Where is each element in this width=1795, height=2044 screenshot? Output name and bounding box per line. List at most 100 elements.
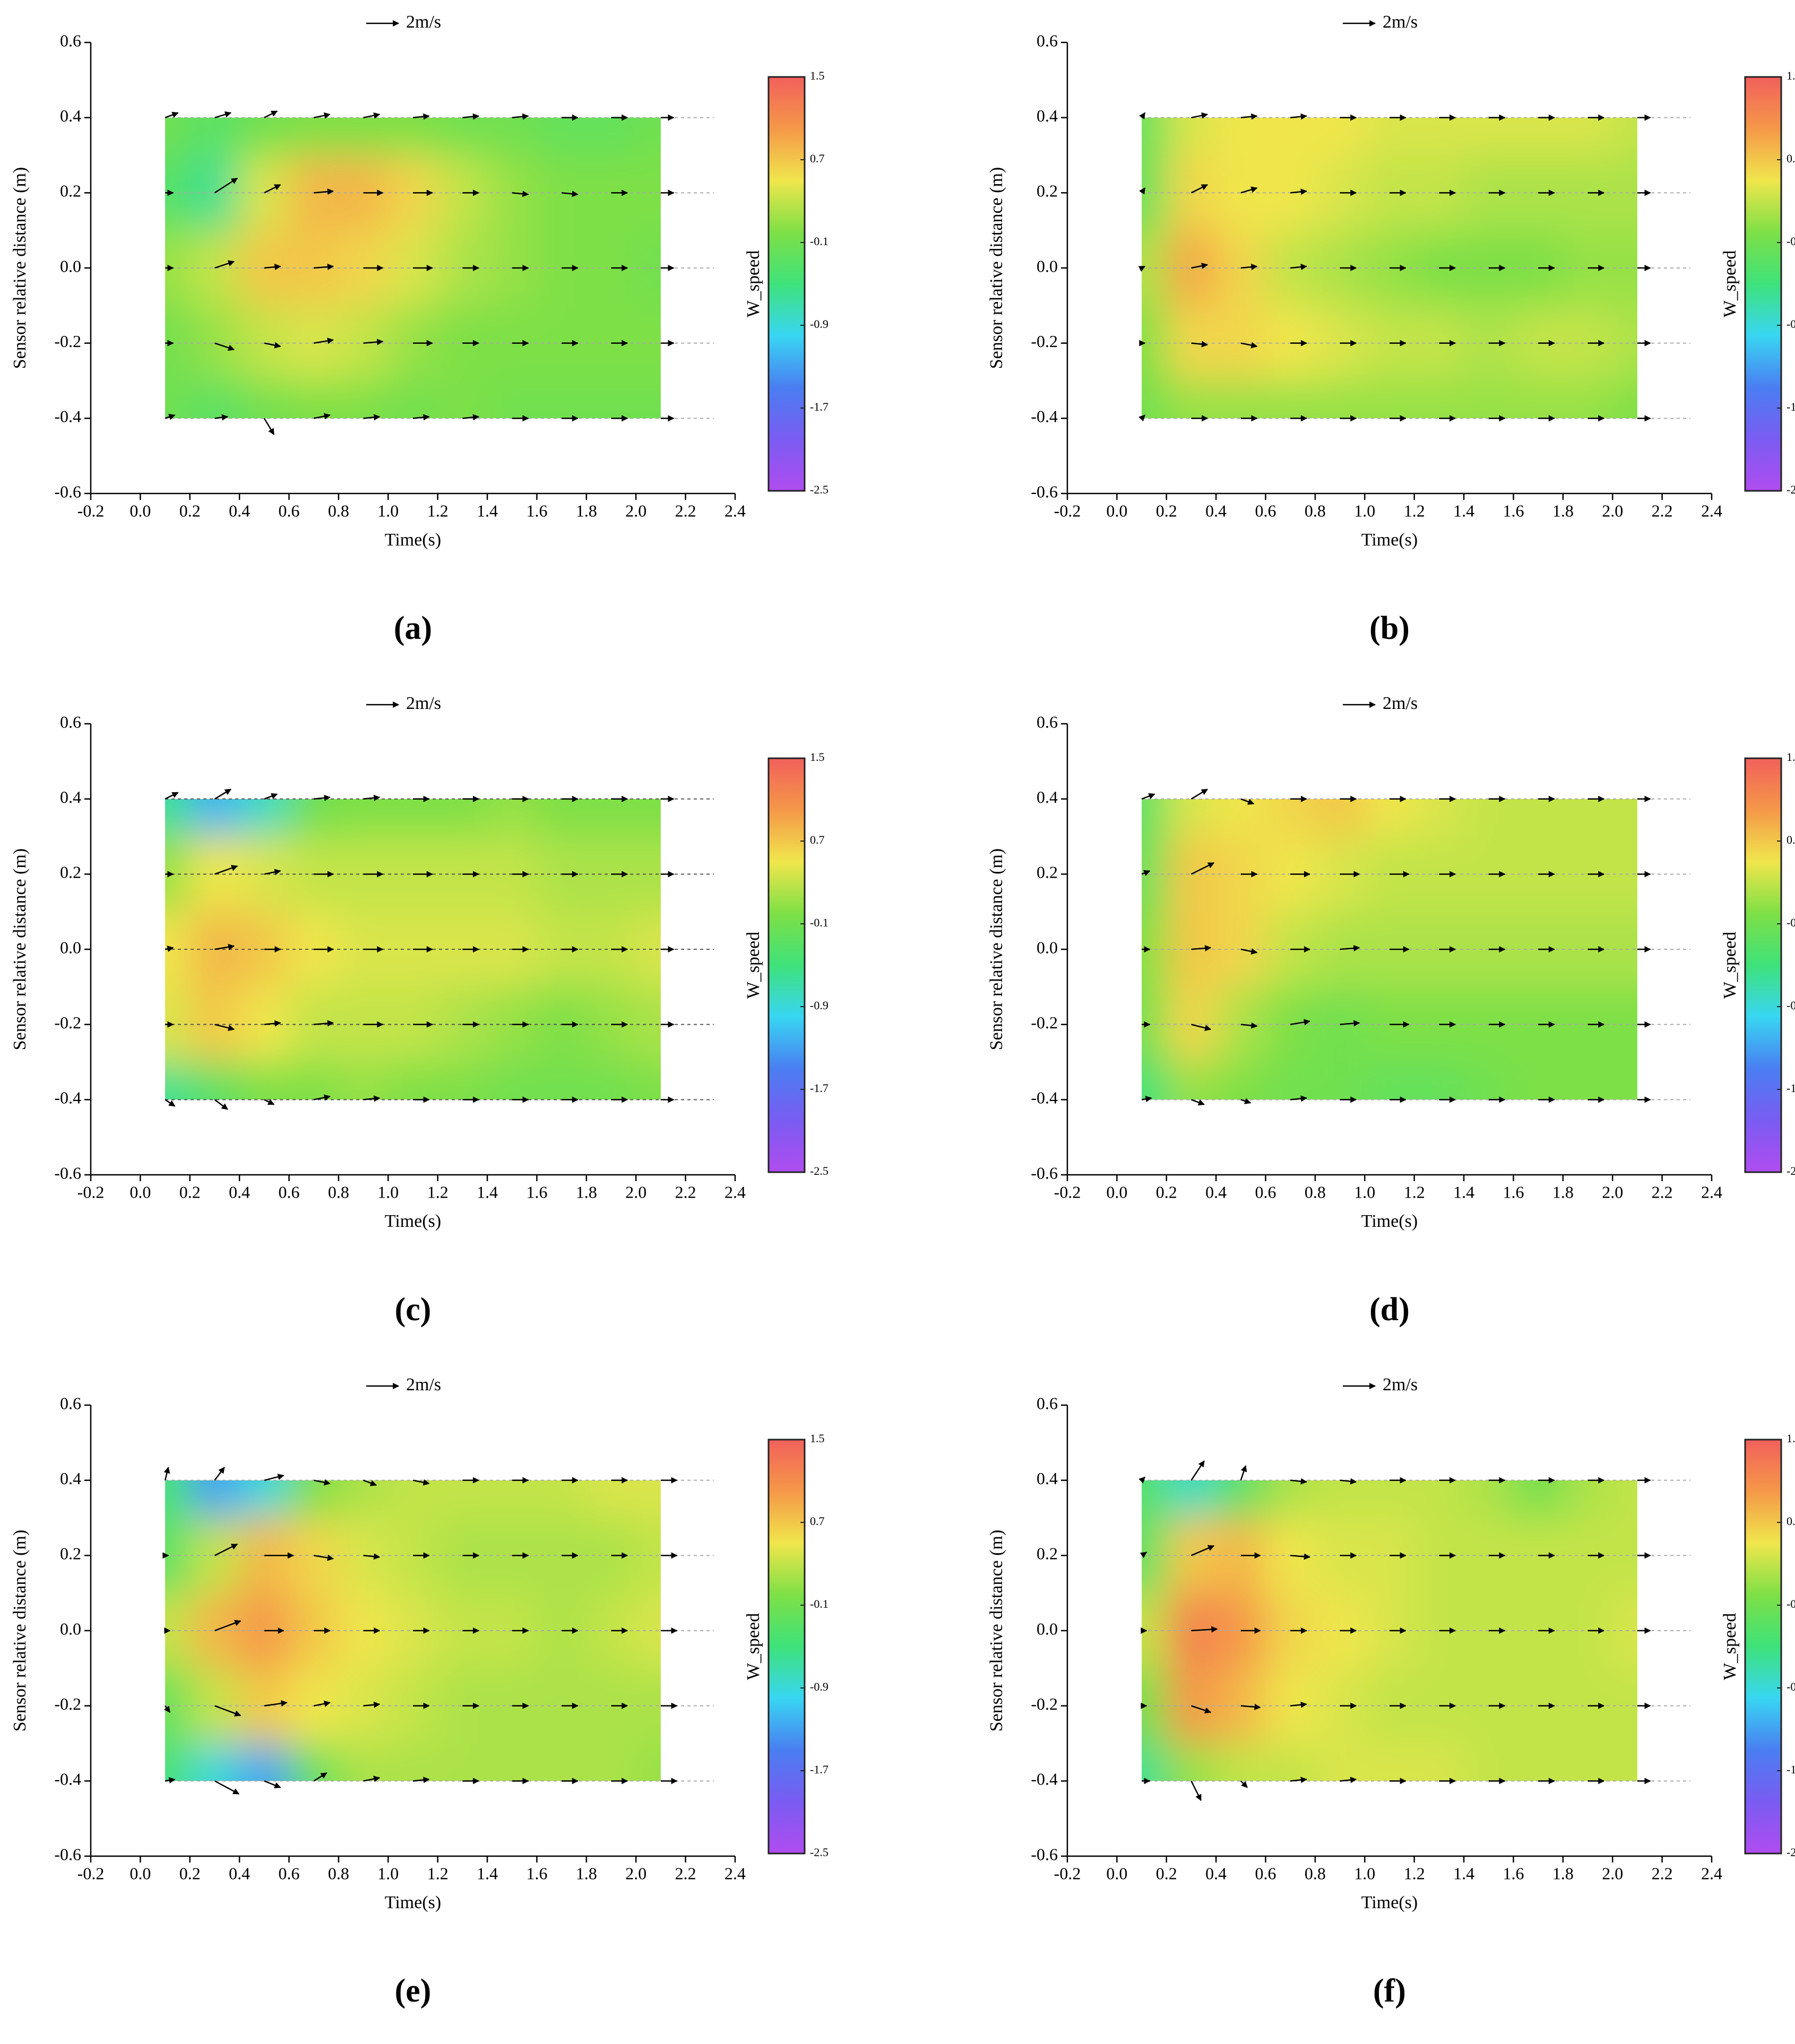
x-tick-label: -0.2 [77,1182,105,1201]
x-tick-label: 2.2 [1652,1182,1673,1201]
y-axis-label: Sensor relative distance (m) [987,167,1006,369]
x-tick-label: 0.2 [179,1864,201,1883]
x-tick-label: 1.2 [1404,1864,1425,1883]
contour-cell [1513,1062,1564,1100]
y-tick-label: -0.2 [1031,332,1058,351]
velocity-arrow [165,946,174,952]
velocity-arrow [1240,1703,1261,1710]
contour-cell [537,380,587,419]
velocity-arrow [1191,1705,1212,1714]
velocity-arrow [264,793,278,800]
contour-cell [1265,1480,1316,1518]
colorbar-tick-label: 0.7 [810,1514,825,1528]
contour-cell [1513,1743,1564,1781]
velocity-arrow [1240,186,1258,194]
velocity-arrow [1240,1465,1247,1481]
velocity-arrow [363,339,384,345]
velocity-arrow [412,1777,430,1783]
y-tick-label: 0.4 [1037,787,1058,807]
x-tick-label: 0.0 [1106,501,1127,520]
velocity-arrow [313,112,331,119]
contour-cell [1166,1743,1216,1781]
velocity-arrow [264,264,281,270]
contour-cell [1166,1062,1216,1100]
x-tick-label: 0.6 [279,1182,300,1201]
y-tick-label: 0.0 [60,938,81,957]
colorbar-tick-label: -0.1 [1787,916,1795,929]
y-tick-label: -0.4 [1031,1770,1058,1789]
velocity-arrow [313,1772,327,1782]
contour-smooth [1142,117,1637,419]
velocity-arrow [313,1700,331,1707]
contour-cell [487,1062,537,1100]
velocity-arrow [1290,1701,1307,1708]
colorbar [767,757,806,1173]
x-tick-label: 0.8 [1305,1864,1326,1883]
contour-cell [487,799,537,837]
colorbar-label: W_speed [744,250,763,318]
x-tick-label: 1.2 [427,501,448,520]
contour-cell [1365,380,1415,419]
velocity-arrow [214,1099,228,1110]
contour-cell [289,1743,339,1781]
velocity-arrow [264,1780,281,1789]
velocity-arrow [214,414,229,421]
x-tick-label: 0.2 [1156,501,1177,520]
velocity-arrow [313,1479,331,1486]
y-tick-label: 0.0 [1037,256,1058,275]
y-tick-label: -0.4 [54,1088,81,1107]
velocity-arrow [214,177,238,194]
velocity-arrow [214,342,235,351]
x-tick-label: 1.4 [1453,1864,1474,1883]
x-tick-label: 2.2 [675,1182,696,1201]
colorbar-tick-label: -1.7 [1787,1081,1795,1095]
contour-cell [636,117,661,156]
contour-cell [1142,799,1167,837]
x-tick-label: 0.8 [328,1864,349,1883]
y-tick-label: 0.4 [60,1469,81,1488]
contour-cell [165,1062,191,1100]
x-tick-label: 1.8 [576,1864,597,1883]
contour-cell [1142,117,1167,156]
contour-cell [1315,1743,1365,1781]
x-tick-label: 1.6 [1503,1182,1524,1201]
velocity-arrow [1240,1098,1252,1104]
velocity-arrow [1191,1099,1205,1106]
velocity-arrow [264,1700,288,1707]
colorbar-tick-label: -0.9 [810,317,829,331]
velocity-arrow [163,1467,170,1480]
x-tick-label: -0.2 [1054,1864,1081,1883]
x-tick-label: 2.4 [724,1864,746,1883]
velocity-arrow [264,869,281,876]
contour-cell [165,1480,191,1518]
x-tick-label: 2.0 [1602,1864,1623,1883]
y-axis-label: Sensor relative distance (m) [10,1530,30,1731]
contour-cell [189,380,240,419]
contour-cell [437,380,488,419]
colorbar-tick-label: -0.1 [1787,235,1795,248]
x-axis-label: Time(s) [385,1211,441,1231]
colorbar-tick-label: -2.5 [1787,483,1795,496]
colorbar-tick-label: -1.7 [810,1081,829,1095]
velocity-arrow [214,1780,240,1795]
contour-cell [1612,1480,1637,1518]
x-tick-label: 2.2 [675,501,696,520]
x-tick-label: 2.4 [724,501,746,520]
y-tick-label: -0.2 [1031,1013,1058,1032]
y-tick-label: 0.4 [60,106,81,125]
velocity-arrow [1240,948,1258,955]
y-tick-label: 0.2 [60,1544,81,1563]
velocity-arrow [1240,264,1258,270]
x-axis-label: Time(s) [1361,530,1418,550]
velocity-arrow [214,789,231,800]
y-tick-label: 0.2 [1037,1544,1058,1563]
contour-cell [1216,799,1266,837]
contour-cell [338,117,389,156]
colorbar-tick-label: -0.1 [810,235,829,248]
colorbar-tick-label: 1.5 [810,750,825,764]
y-tick-label: 0.2 [60,181,81,201]
x-tick-label: 1.2 [1404,501,1425,520]
panel-label: (c) [395,1292,432,1328]
colorbar-tick-label: -0.1 [810,916,829,929]
contour-cell [338,1062,389,1100]
